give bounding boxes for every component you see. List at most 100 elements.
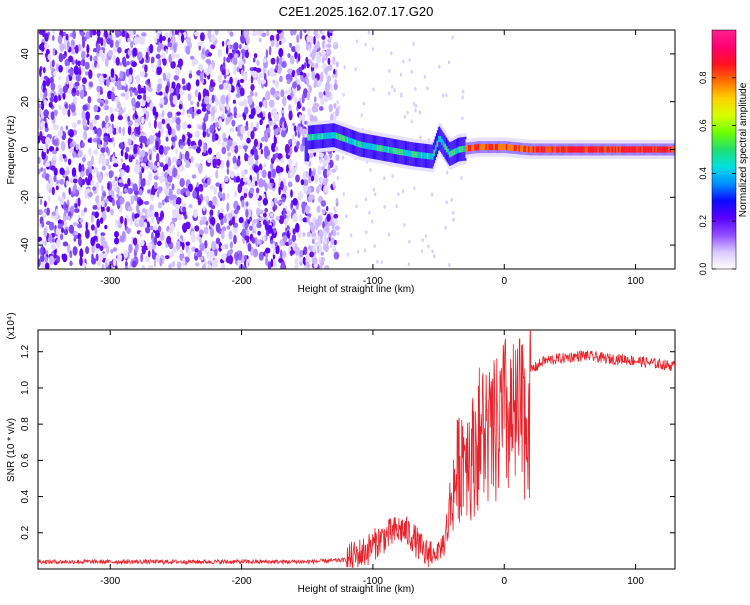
spectrogram-cell [243,30,249,39]
spectrogram-cell [334,225,340,231]
spectrogram-cell [40,101,44,110]
spectrogram-cell [336,100,339,105]
spectrogram-cell [399,72,403,77]
spectrogram-cell [654,146,656,153]
spectrogram-cell [206,251,210,259]
spectrogram-cell [337,133,339,140]
spectrogram-cell [395,204,398,209]
spectrogram-cell [213,258,218,268]
spectrogram-cell [103,73,107,79]
spectrogram-cell [56,238,61,248]
spectrogram-cell [261,169,267,179]
spectrogram-cell [166,123,170,130]
spectrogram-cell [100,235,105,246]
spectrogram-cell [341,135,344,142]
snr-y-multiplier: (x10⁴) [6,312,17,339]
spectrogram-cell [307,134,309,141]
spectrogram-cell [373,244,376,248]
spectrogram-cell [203,226,209,235]
spectrogram-cell [126,227,131,234]
spectrogram-cell [186,82,191,92]
spectrogram-cell [490,144,492,151]
spectrogram-cell [129,90,133,97]
spectrogram-cell [275,64,279,71]
spectrogram-cell [614,146,617,153]
spectrogram-cell [104,224,108,230]
spectrogram-cell [308,244,313,252]
spectrogram-cell [294,243,298,251]
spectrogram-cell [140,124,144,130]
spectrogram-y-ticks: -40 -20 0 20 40 [20,48,675,252]
spectrogram-cell [100,147,106,154]
spectrogram-cell [196,233,200,242]
spectrogram-cell [140,130,145,137]
spectrogram-cell [174,203,181,210]
spectrogram-cell [317,236,321,245]
spectrogram-cell [138,199,144,206]
spectrogram-cell [400,149,402,156]
spectrogram-cell [282,207,286,216]
spectrogram-cell [72,87,76,94]
spectrogram-cell [235,176,241,183]
spectrogram-cell [587,146,590,153]
spectrogram-cell [108,164,111,170]
spectrogram-cell [91,30,97,36]
spectrogram-cell [257,239,262,245]
spectrogram-cell [151,56,155,63]
spectrogram-cell [422,152,424,159]
spectrogram-cell [267,262,272,269]
spectrogram-cell [418,110,422,115]
spectrogram-cell [80,31,86,36]
spectrogram-cell [229,170,235,179]
spectrogram-cell [60,196,65,206]
spectrogram-cell [44,256,48,263]
spectrogram-cell [364,197,368,202]
spectrogram-cell [134,122,140,128]
spectrogram-cell [204,240,208,249]
spectrogram-cell [333,68,336,76]
spectrogram-cell [129,67,133,76]
spectrogram-cell [333,213,339,219]
spectrogram-cell [211,132,216,143]
spectrogram-cell [581,146,584,153]
spectrogram-cell [293,125,297,132]
spectrogram-cell [111,179,116,188]
spectrogram-cell [367,143,369,150]
spectrogram-cell [214,30,219,36]
spectrogram-cell [312,48,317,54]
spectrogram-x-label: Height of straight line (km) [298,284,415,295]
spectrogram-y-label: Frequency (Hz) [6,116,17,185]
spectrogram-cell [267,224,273,234]
spectrogram-cell [158,145,164,154]
spectrogram-cell [132,47,138,57]
spectrogram-cell [167,157,172,168]
spectrogram-cell [48,101,53,108]
spectrogram-cell [55,208,59,218]
spectrogram-cell [269,34,275,42]
spectrogram-cell [128,74,133,83]
spectrogram-cell [77,60,81,67]
spectrogram-cell [44,43,50,49]
spectrogram-cell [128,243,133,254]
spectrogram-cell [273,227,277,234]
spectrogram-cell [546,146,549,153]
spectrogram-cell [46,48,50,56]
spectrogram-cell [274,80,280,88]
spectrogram-cell [572,146,574,153]
spectrogram-cell [308,59,312,65]
spectrogram-cell [157,121,163,130]
spectrogram-cell [85,221,88,231]
spectrogram-cell [91,253,94,262]
spectrogram-cell [542,146,544,153]
spectrogram-cell [149,43,154,54]
spectrogram-cell [229,31,234,37]
spectrogram-cell [371,219,374,224]
spectrogram-cell [187,137,191,147]
spectrogram-cell [436,140,439,147]
spectrogram-cell [152,106,157,116]
spectrogram-cell [220,245,226,250]
spectrogram-cell [334,79,337,85]
spectrogram-cell [117,47,122,54]
spectrogram-cell [72,111,77,117]
spectrogram-cell [149,161,154,170]
